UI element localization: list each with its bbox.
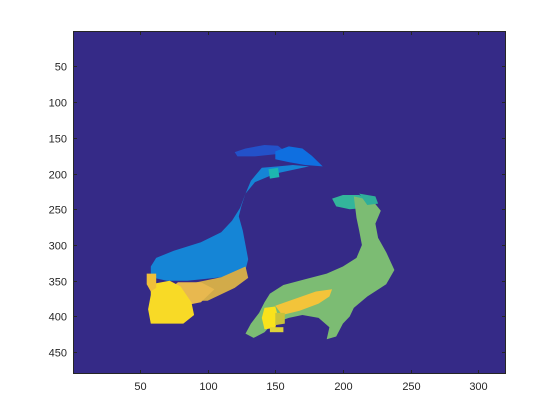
y-tick-label: 200 [49,170,67,182]
x-tick-label: 150 [266,381,284,393]
heatmap-background [73,31,506,374]
region-peacock-right-tail-shade [275,312,285,326]
region-peacock-right-wing [275,289,333,315]
axes: 50 100 150 200 250 300 50 100 150 200 250 300 350 400… [49,31,506,393]
region-peacock-right-tail-tip [269,327,284,333]
y-tick-label: 100 [49,98,67,110]
x-tick-label: 100 [199,381,217,393]
y-tick-label: 250 [49,205,67,217]
heatmap-plot-area [73,31,506,374]
region-peacock-right-neck-edge [359,193,379,205]
region-peacock-left-eye [268,167,280,179]
region-peacock-left-tail [148,280,195,324]
y-tick-label: 50 [55,62,67,74]
y-tick-label: 300 [49,241,67,253]
region-peacock-left-body [150,165,310,281]
region-peacock-left-head [275,146,323,167]
y-tick-label: 400 [49,312,67,324]
x-tick-label: 300 [469,381,487,393]
x-tick-label: 200 [334,381,352,393]
x-tick-label: 50 [134,381,146,393]
region-peacock-left-tail-edge [146,273,157,292]
y-tick-label: 450 [49,348,67,360]
x-tick-label: 250 [402,381,420,393]
axes-box [73,31,506,374]
region-peacock-left-crest [234,145,287,157]
y-tick-label: 150 [49,134,67,146]
region-peacock-right-tail [261,306,278,330]
y-tick-label: 350 [49,277,67,289]
heatmap-regions [146,145,395,340]
